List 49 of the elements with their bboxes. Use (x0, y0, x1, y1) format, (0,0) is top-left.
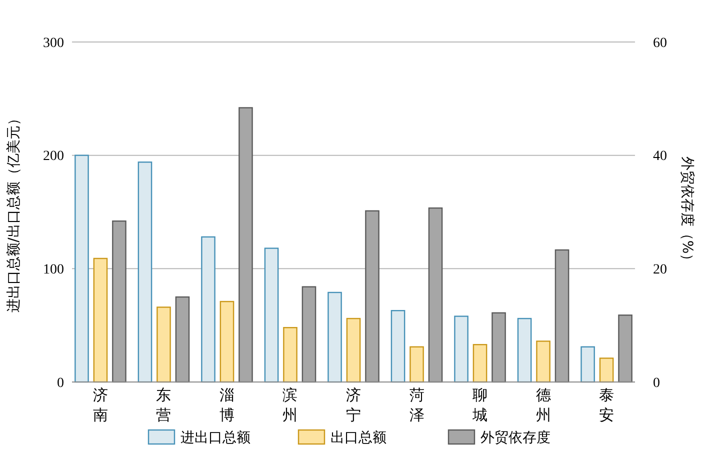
bar (618, 314, 632, 383)
bar (220, 300, 234, 383)
bar (599, 358, 614, 383)
bar (112, 220, 126, 383)
bar (492, 312, 506, 383)
y-tick-label: 100 (43, 262, 64, 278)
y-tick-label: 0 (57, 376, 64, 391)
y2-tick-label: 60 (653, 36, 667, 51)
bar (517, 318, 532, 383)
bar (302, 286, 316, 383)
y2-axis-title: 外贸依存度（%） (679, 156, 695, 268)
legend-label: 进出口总额 (180, 430, 250, 446)
y-tick-label: 200 (43, 149, 64, 164)
x-tick-label: 济宁 (346, 386, 361, 424)
bar (346, 318, 361, 383)
x-tick-label: 德州 (536, 386, 551, 424)
bar (472, 344, 488, 383)
bar (536, 340, 550, 383)
y-tick-label: 300 (43, 36, 64, 51)
y2-tick-label: 0 (653, 376, 660, 391)
bar (238, 107, 253, 383)
y2-tick-label: 40 (653, 149, 667, 164)
bar (580, 346, 595, 383)
bar (175, 296, 190, 383)
bar (283, 327, 298, 383)
bar (74, 154, 89, 383)
bar (328, 292, 342, 383)
x-tick-label: 东营 (156, 386, 172, 424)
y2-tick-label: 20 (653, 262, 667, 278)
bar (390, 310, 406, 383)
x-tick-label: 聊城 (472, 386, 488, 424)
bar (428, 207, 443, 383)
bar (201, 236, 216, 383)
bar (454, 316, 468, 383)
bar (93, 258, 108, 383)
bar (264, 248, 279, 383)
x-tick-label: 淄博 (219, 386, 234, 424)
bar (138, 162, 152, 383)
x-tick-label: 泰安 (599, 386, 614, 424)
legend-label: 外贸依存度 (480, 430, 550, 446)
bar (365, 210, 380, 383)
legend-label: 出口总额 (330, 430, 386, 446)
x-tick-label: 菏泽 (409, 386, 424, 424)
bar (156, 306, 171, 383)
x-tick-label: 滨州 (282, 386, 298, 424)
x-tick-label: 济南 (92, 386, 108, 424)
bar (410, 346, 424, 383)
bar (554, 249, 570, 383)
y-axis-title: 进出口总额/出口总额（亿美元） (6, 112, 22, 312)
